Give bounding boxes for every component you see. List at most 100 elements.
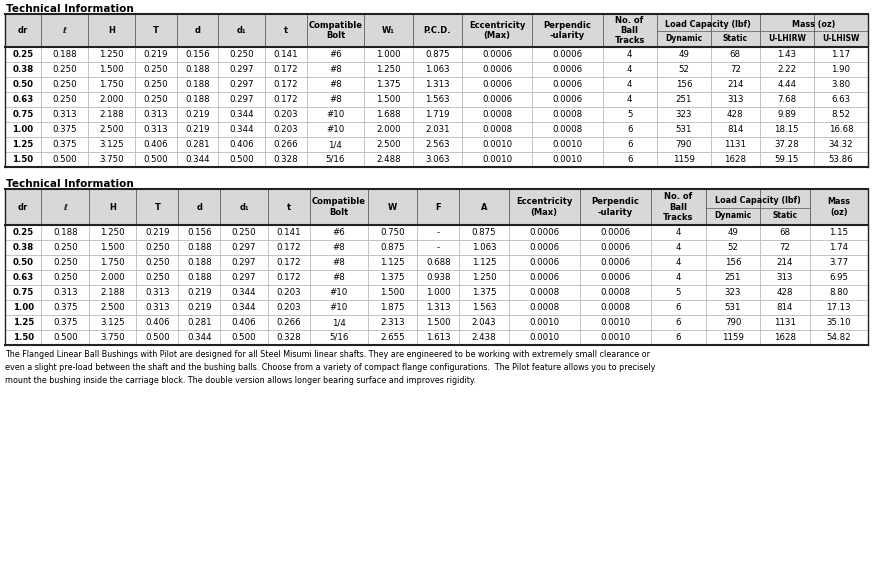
- Bar: [580, 330, 651, 345]
- Bar: [656, 47, 711, 62]
- Bar: [218, 122, 265, 137]
- Text: 1.250: 1.250: [100, 228, 125, 237]
- Bar: [220, 300, 268, 315]
- Text: Perpendic
-ularity: Perpendic -ularity: [591, 197, 639, 217]
- Bar: [218, 92, 265, 107]
- Text: 0.313: 0.313: [145, 303, 169, 312]
- Text: 0.500: 0.500: [53, 333, 78, 342]
- Bar: [533, 152, 602, 167]
- Text: 0.0006: 0.0006: [482, 50, 512, 59]
- Bar: [310, 270, 368, 285]
- Text: #8: #8: [329, 80, 341, 89]
- Bar: [42, 189, 89, 225]
- Text: 4: 4: [676, 228, 681, 237]
- Text: Technical Information: Technical Information: [6, 4, 134, 14]
- Text: 6: 6: [627, 155, 632, 164]
- Bar: [135, 137, 176, 152]
- Text: 0.328: 0.328: [277, 333, 301, 342]
- Text: 0.0006: 0.0006: [482, 80, 512, 89]
- Text: 0.250: 0.250: [52, 95, 77, 104]
- Bar: [42, 240, 89, 255]
- Text: 0.25: 0.25: [12, 50, 34, 59]
- Text: d: d: [196, 203, 203, 212]
- Bar: [89, 255, 136, 270]
- Text: 1.313: 1.313: [425, 80, 450, 89]
- Bar: [364, 62, 413, 77]
- Text: 7.68: 7.68: [777, 95, 796, 104]
- Text: 0.266: 0.266: [277, 318, 301, 327]
- Text: 1.25: 1.25: [12, 318, 34, 327]
- Text: 814: 814: [727, 125, 744, 134]
- Bar: [364, 152, 413, 167]
- Text: 214: 214: [777, 258, 794, 267]
- Text: #10: #10: [327, 110, 345, 119]
- Text: 0.500: 0.500: [231, 333, 257, 342]
- Bar: [306, 62, 364, 77]
- Bar: [368, 285, 417, 300]
- Text: 1.750: 1.750: [100, 80, 124, 89]
- Text: 0.0008: 0.0008: [482, 125, 512, 134]
- Bar: [89, 300, 136, 315]
- Bar: [306, 107, 364, 122]
- Bar: [268, 315, 310, 330]
- Bar: [651, 315, 705, 330]
- Bar: [88, 152, 135, 167]
- Text: Load Capacity (lbf): Load Capacity (lbf): [665, 20, 751, 29]
- Bar: [580, 300, 651, 315]
- Bar: [509, 270, 580, 285]
- Text: 2.313: 2.313: [381, 318, 405, 327]
- Bar: [220, 315, 268, 330]
- Bar: [814, 92, 868, 107]
- Bar: [88, 77, 135, 92]
- Text: dr: dr: [18, 203, 28, 212]
- Bar: [41, 92, 88, 107]
- Bar: [580, 270, 651, 285]
- Bar: [218, 62, 265, 77]
- Bar: [310, 255, 368, 270]
- Text: 0.344: 0.344: [230, 125, 254, 134]
- Bar: [413, 14, 462, 47]
- Text: 1131: 1131: [725, 140, 746, 149]
- Bar: [178, 330, 220, 345]
- Bar: [651, 255, 705, 270]
- Text: 0.406: 0.406: [230, 140, 254, 149]
- Bar: [602, 14, 656, 47]
- Bar: [459, 300, 509, 315]
- Text: 1.750: 1.750: [100, 258, 125, 267]
- Text: 0.203: 0.203: [273, 125, 298, 134]
- Text: 0.875: 0.875: [471, 228, 496, 237]
- Bar: [413, 47, 462, 62]
- Text: 4.44: 4.44: [777, 80, 796, 89]
- Text: 0.188: 0.188: [187, 258, 211, 267]
- Bar: [809, 300, 868, 315]
- Text: 17.13: 17.13: [827, 303, 851, 312]
- Text: 0.0008: 0.0008: [553, 110, 582, 119]
- Text: 0.63: 0.63: [12, 95, 34, 104]
- Text: 0.297: 0.297: [231, 273, 257, 282]
- Text: 0.0006: 0.0006: [601, 228, 630, 237]
- Bar: [135, 47, 176, 62]
- Bar: [5, 107, 41, 122]
- Text: 1.000: 1.000: [426, 288, 450, 297]
- Bar: [265, 92, 306, 107]
- Text: 1/4: 1/4: [328, 140, 342, 149]
- Text: 2.188: 2.188: [100, 288, 125, 297]
- Text: 0.250: 0.250: [145, 243, 169, 252]
- Bar: [705, 270, 760, 285]
- Text: 0.250: 0.250: [143, 95, 168, 104]
- Bar: [413, 62, 462, 77]
- Text: 0.344: 0.344: [230, 110, 254, 119]
- Text: 0.172: 0.172: [273, 80, 298, 89]
- Text: 3.125: 3.125: [100, 318, 125, 327]
- Text: d₁: d₁: [239, 203, 249, 212]
- Bar: [580, 255, 651, 270]
- Bar: [5, 189, 42, 225]
- Text: 1.000: 1.000: [376, 50, 401, 59]
- Text: 37.28: 37.28: [774, 140, 799, 149]
- Bar: [306, 14, 364, 47]
- Text: 59.15: 59.15: [774, 155, 799, 164]
- Bar: [364, 14, 413, 47]
- Bar: [533, 62, 602, 77]
- Bar: [42, 315, 89, 330]
- Bar: [136, 225, 178, 240]
